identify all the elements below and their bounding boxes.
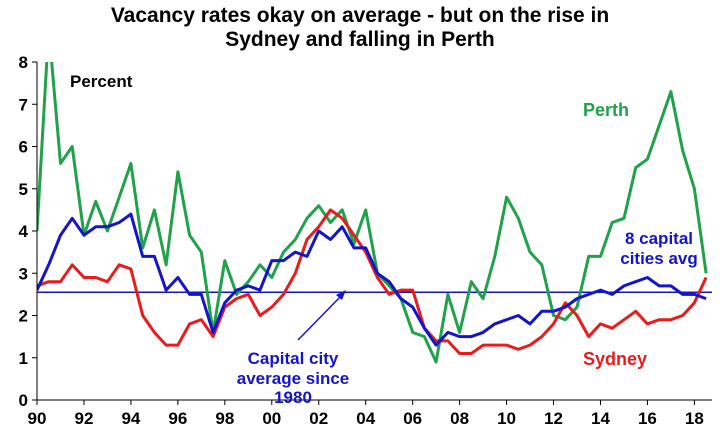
series-label: Sydney (583, 349, 648, 369)
series-line (37, 62, 708, 364)
plot-area (37, 62, 712, 364)
x-tick-label: 18 (685, 409, 704, 428)
x-tick-label: 14 (591, 409, 610, 428)
x-tick-label: 92 (74, 409, 93, 428)
y-tick-label: 2 (19, 307, 28, 326)
x-tick-label: 96 (168, 409, 187, 428)
x-tick-label: 08 (450, 409, 469, 428)
x-tick-label: 90 (28, 409, 47, 428)
y-tick-label: 5 (19, 180, 28, 199)
x-tick-label: 02 (309, 409, 328, 428)
annotation-arrow (297, 293, 344, 341)
y-tick-label: 1 (19, 349, 28, 368)
x-tick-label: 10 (497, 409, 516, 428)
y-tick-label: 3 (19, 264, 28, 283)
y-axis-label: Percent (70, 72, 133, 91)
x-tick-label: 16 (638, 409, 657, 428)
y-tick-label: 7 (19, 95, 28, 114)
series-label: Perth (583, 100, 630, 120)
y-tick-label: 4 (19, 222, 29, 241)
x-tick-label: 04 (356, 409, 375, 428)
series-line (37, 212, 707, 347)
x-tick-label: 98 (215, 409, 234, 428)
arrow-head (336, 290, 346, 300)
y-tick-label: 6 (19, 138, 28, 157)
series-line (37, 208, 708, 355)
x-tick-label: 12 (544, 409, 563, 428)
chart-title: Vacancy rates okay on average - but on t… (110, 4, 610, 52)
y-tick-label: 0 (19, 391, 28, 410)
x-tick-label: 06 (403, 409, 422, 428)
annotation: Capital city average since 1980 (236, 349, 350, 408)
x-tick-label: 94 (121, 409, 140, 428)
x-tick-label: 00 (262, 409, 281, 428)
series-label: 8 capital cities avg (620, 229, 698, 268)
y-tick-label: 8 (19, 53, 28, 72)
